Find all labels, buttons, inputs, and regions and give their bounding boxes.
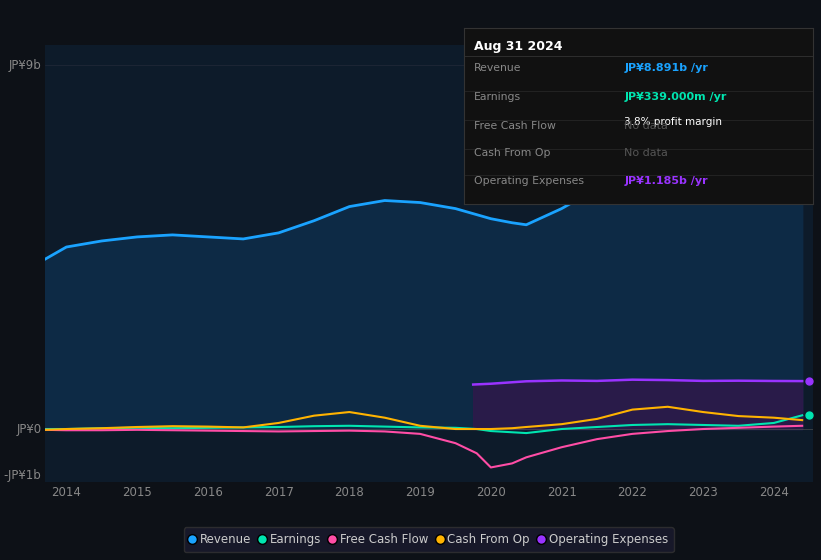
Text: No data: No data [624,122,668,132]
Text: Free Cash Flow: Free Cash Flow [475,122,556,132]
Text: Revenue: Revenue [475,63,522,73]
Text: JP¥0: JP¥0 [16,423,41,436]
Text: No data: No data [624,148,668,158]
Text: Earnings: Earnings [475,92,521,102]
Text: JP¥339.000m /yr: JP¥339.000m /yr [624,92,727,102]
Text: JP¥9b: JP¥9b [8,59,41,72]
Legend: Revenue, Earnings, Free Cash Flow, Cash From Op, Operating Expenses: Revenue, Earnings, Free Cash Flow, Cash … [184,528,674,552]
Text: JP¥1.185b /yr: JP¥1.185b /yr [624,176,708,186]
Text: 3.8% profit margin: 3.8% profit margin [624,117,722,127]
Text: JP¥8.891b /yr: JP¥8.891b /yr [624,63,709,73]
Text: Cash From Op: Cash From Op [475,148,551,158]
Text: -JP¥1b: -JP¥1b [3,469,41,482]
Text: Operating Expenses: Operating Expenses [475,176,585,186]
Text: Aug 31 2024: Aug 31 2024 [475,40,563,53]
